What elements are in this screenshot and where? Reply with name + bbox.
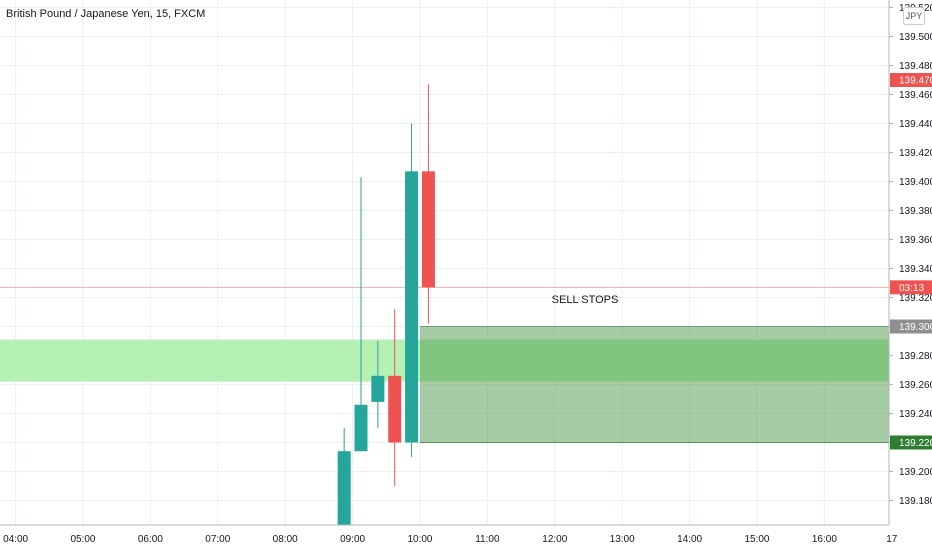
time-tick-label: 12:00 bbox=[542, 534, 567, 545]
price-tick-label: 139.480 bbox=[899, 61, 932, 72]
candles-layer bbox=[337, 84, 435, 525]
box-top-price-tag-bg bbox=[890, 319, 932, 334]
candle-body-up bbox=[337, 451, 351, 525]
time-tick-label: 04:00 bbox=[3, 534, 28, 545]
price-tick-label: 139.420 bbox=[899, 148, 932, 159]
countdown-tag-text: 03:13 bbox=[899, 283, 924, 294]
price-tick-label: 139.240 bbox=[899, 409, 932, 420]
sell-stops-label: SELL STOPS bbox=[552, 294, 619, 306]
price-tags: 139.470 03:13 139.300 139.220 bbox=[890, 73, 932, 450]
time-tick-label: 06:00 bbox=[138, 534, 163, 545]
grid-lines bbox=[0, 0, 893, 525]
chart-title: British Pound / Japanese Yen, 15, FXCM bbox=[6, 8, 206, 20]
price-tick-label: 139.340 bbox=[899, 264, 932, 275]
price-tick-label: 139.460 bbox=[899, 90, 932, 101]
candle-body-up bbox=[405, 171, 419, 443]
price-tick-label: 139.200 bbox=[899, 467, 932, 478]
time-tick-label: 17 bbox=[886, 534, 898, 545]
time-tick-label: 16:00 bbox=[812, 534, 837, 545]
zones-layer bbox=[0, 326, 889, 443]
price-tick-label: 139.400 bbox=[899, 177, 932, 188]
price-tick-label: 139.380 bbox=[899, 206, 932, 217]
price-tick-label: 139.440 bbox=[899, 119, 932, 130]
last-price-tag-bg bbox=[890, 73, 932, 87]
last-price-tag-text: 139.470 bbox=[899, 76, 932, 87]
time-axis-bg[interactable] bbox=[0, 525, 932, 550]
price-tick-label: 139.280 bbox=[899, 351, 932, 362]
box-top-price-tag-text: 139.300 bbox=[899, 322, 932, 333]
countdown-tag-bg bbox=[890, 280, 932, 295]
time-tick-label: 08:00 bbox=[273, 534, 298, 545]
candle-body-up bbox=[354, 404, 368, 452]
time-tick-label: 09:00 bbox=[340, 534, 365, 545]
price-tick-label: 139.180 bbox=[899, 496, 932, 507]
candle-body-down bbox=[388, 375, 402, 443]
price-tick-label: 139.500 bbox=[899, 32, 932, 43]
time-tick-label: 13:00 bbox=[610, 534, 635, 545]
time-tick-label: 11:00 bbox=[475, 534, 500, 545]
time-axis[interactable]: 04:00 05:00 06:00 07:00 08:00 09:00 10:00 11:00… bbox=[3, 534, 898, 545]
box-bottom-price-tag-bg bbox=[890, 435, 932, 450]
sell-stops-zone-box bbox=[419, 326, 889, 443]
price-tick-label: 139.320 bbox=[899, 293, 932, 304]
time-tick-label: 15:00 bbox=[744, 534, 769, 545]
time-tick-label: 14:00 bbox=[677, 534, 702, 545]
candle-body-up bbox=[371, 375, 385, 402]
time-tick-label: 10:00 bbox=[407, 534, 432, 545]
box-bottom-price-tag-text: 139.220 bbox=[899, 438, 932, 449]
time-tick-label: 05:00 bbox=[70, 534, 95, 545]
time-tick-label: 07:00 bbox=[205, 534, 230, 545]
price-tick-label: 139.260 bbox=[899, 380, 932, 391]
annotation-layer: SELL STOPS bbox=[552, 294, 619, 306]
currency-unit-badge[interactable]: JPY bbox=[903, 7, 925, 25]
price-tick-label: 139.360 bbox=[899, 235, 932, 246]
candle-body-down bbox=[421, 171, 435, 288]
